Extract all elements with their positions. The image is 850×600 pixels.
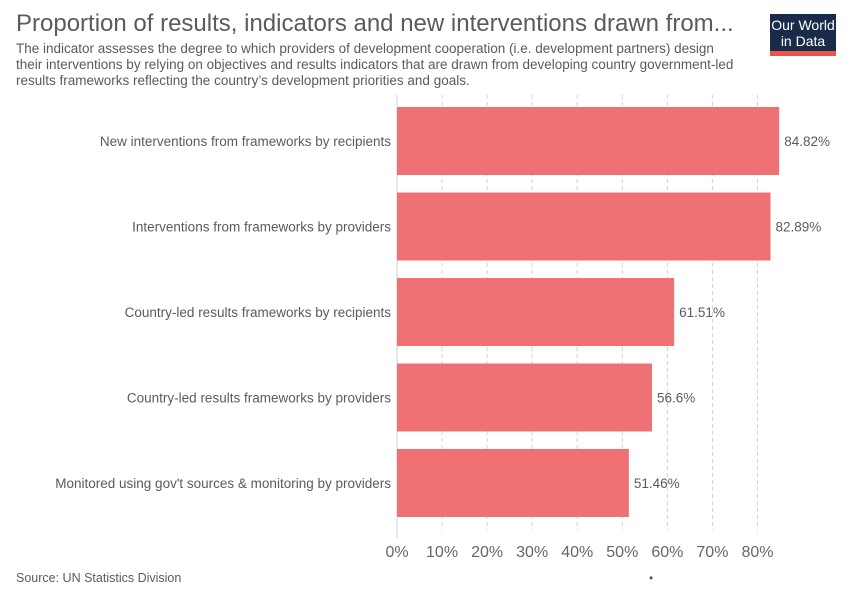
bar [397,363,653,432]
source-note: Source: UN Statistics Division [16,571,182,585]
value-label: 61.51% [679,305,725,320]
logo-accent-bar [770,51,836,56]
chart-title: Proportion of results, indicators and ne… [16,10,734,37]
category-label: Country-led results frameworks by recipi… [125,305,392,320]
category-label: Interventions from frameworks by provide… [132,220,391,235]
x-tick-label: 80% [741,544,773,561]
owid-logo[interactable]: Our World in Data [770,14,836,56]
x-tick-label: 10% [426,544,458,561]
x-tick-label: 40% [561,544,593,561]
bar [397,192,771,261]
x-tick-label: 0% [385,544,408,561]
value-label: 51.46% [634,476,680,491]
bar [397,107,780,175]
logo-line-1: Our World [771,17,835,33]
footer-dot: • [649,571,654,585]
x-tick-label: 50% [606,544,638,561]
x-tick-label: 60% [651,544,683,561]
x-tick-label: 30% [516,544,548,561]
value-label: 82.89% [775,220,821,235]
chart-subtitle: The indicator assesses the degree to whi… [16,41,734,88]
x-tick-label: 20% [471,544,503,561]
value-label: 56.6% [657,391,695,406]
logo-line-2: in Data [780,33,826,49]
x-tick-label: 70% [696,544,728,561]
bars [397,107,780,517]
category-label: Monitored using gov't sources & monitori… [55,476,391,491]
labels: 0% 10% 20% 30% 40% 50% 60% 70% 80% New interventi… [55,134,830,561]
bar [397,449,629,517]
category-label: New interventions from frameworks by rec… [100,134,391,149]
bar [397,278,675,346]
category-label: Country-led results frameworks by provid… [127,391,391,406]
value-label: 84.82% [784,134,830,149]
